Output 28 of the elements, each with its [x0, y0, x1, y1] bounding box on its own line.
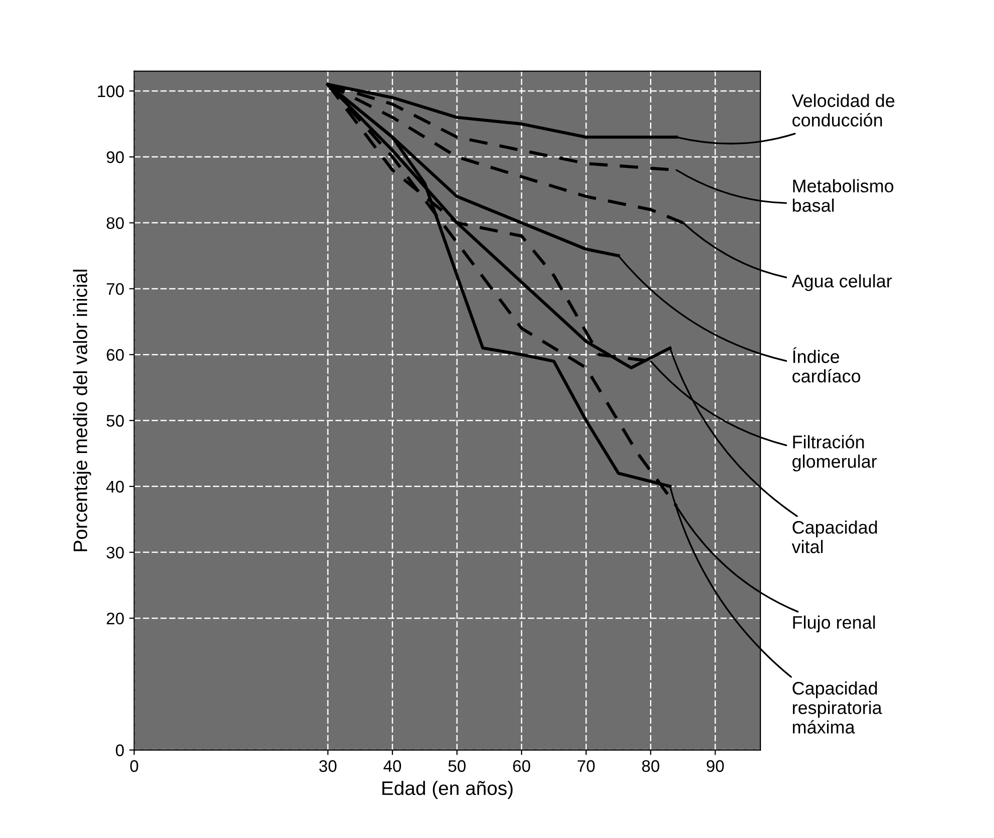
text: Índice cardíaco	[792, 347, 860, 383]
text: Agua celular	[792, 274, 892, 292]
y-axis-title: Porcentaje medio del valor inicial	[72, 270, 92, 552]
y-tick-label: 90	[106, 151, 124, 164]
y-tick-label: 70	[106, 283, 124, 295]
y-tick-label: 100	[98, 85, 124, 98]
y-tick-label: 40	[106, 480, 124, 493]
x-tick-label: 60	[513, 760, 530, 772]
text: Capacidad vital	[792, 520, 877, 554]
x-tick-label: 80	[642, 760, 660, 772]
x-tick-label: 0	[130, 760, 138, 772]
y-tick-label: 0	[116, 744, 124, 756]
x-tick-label: 30	[319, 760, 336, 772]
text: Filtración glomerular	[792, 434, 877, 472]
x-tick-label: 70	[578, 760, 595, 772]
x-tick-label: 40	[384, 760, 402, 772]
text: Velocidad de conducción	[792, 94, 894, 127]
y-tick-label: 20	[106, 612, 124, 624]
x-tick-label: 50	[448, 760, 466, 772]
text: Capacidad respiratoria máxima	[792, 681, 882, 734]
y-tick-label: 80	[106, 217, 124, 230]
y-tick-label: 60	[106, 349, 124, 361]
x-tick-label: 90	[706, 760, 724, 772]
x-axis-title: Edad (en años)	[382, 780, 513, 799]
y-tick-label: 30	[106, 546, 124, 559]
text: Flujo renal	[793, 616, 875, 632]
y-tick-label: 50	[106, 414, 124, 427]
text: Metabolismo basal	[792, 179, 894, 212]
